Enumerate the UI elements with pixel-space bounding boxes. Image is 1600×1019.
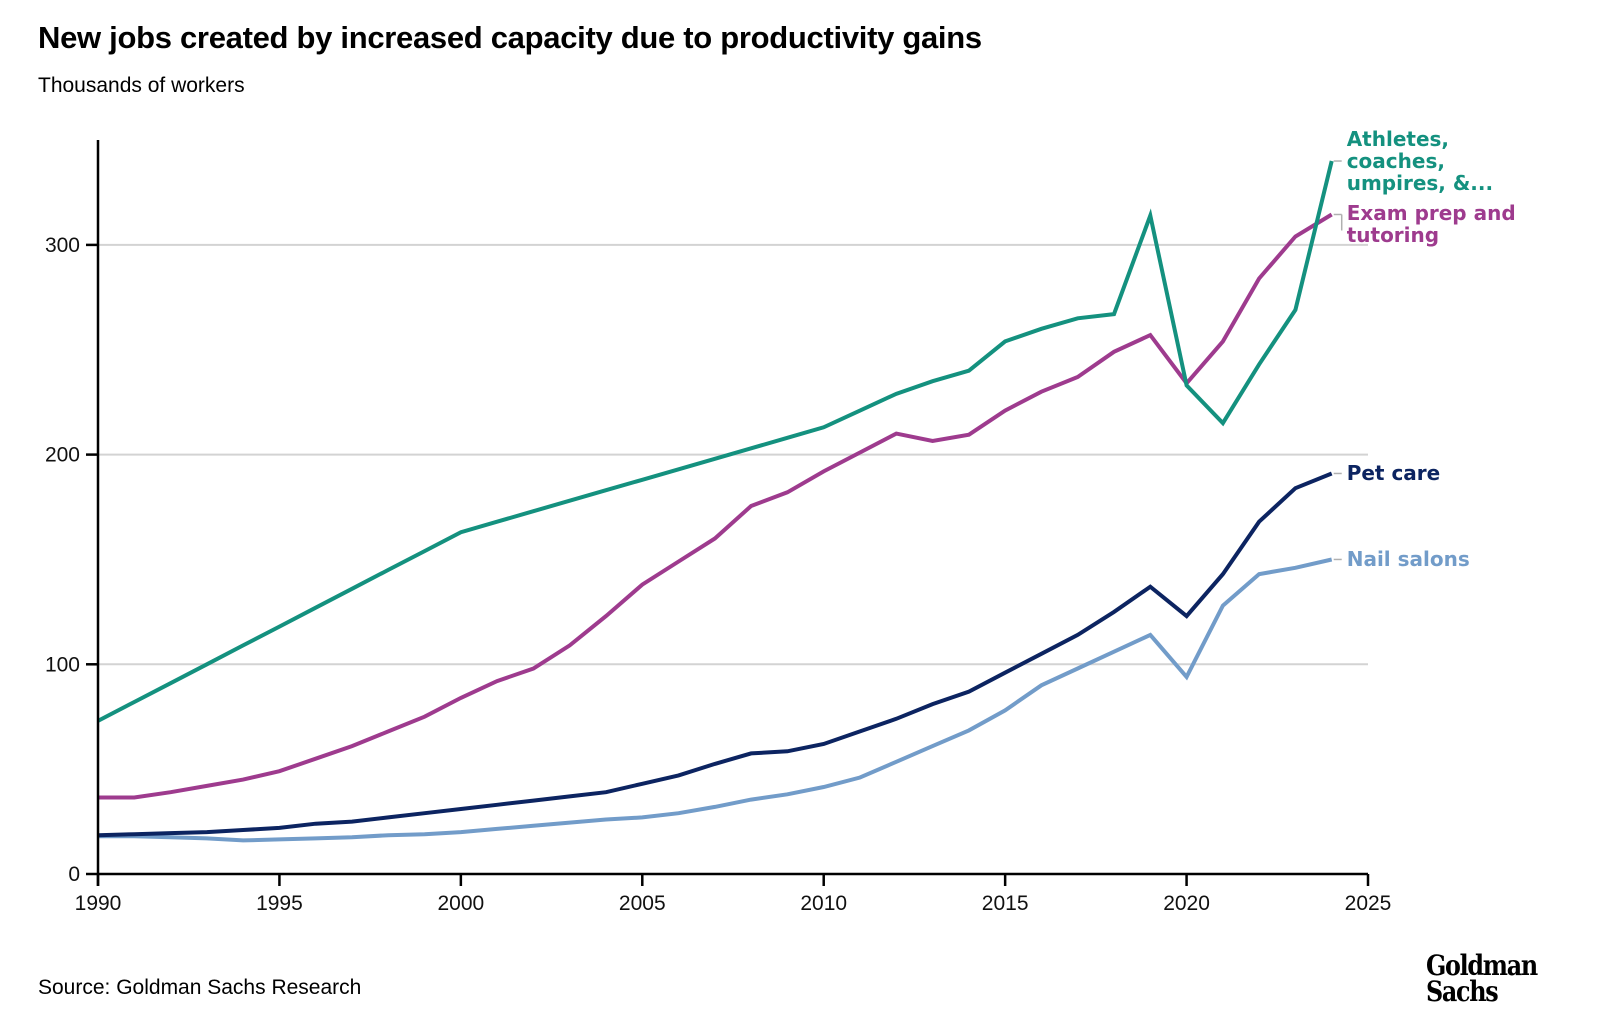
series-label-line: Exam prep and	[1347, 201, 1516, 225]
y-tick-label: 300	[45, 234, 80, 257]
chart-title: New jobs created by increased capacity d…	[38, 20, 982, 55]
series-label: Athletes, coaches, umpires, &...	[1347, 127, 1493, 195]
series-label-line: Nail salons	[1347, 547, 1470, 571]
x-tick-label: 2020	[1163, 892, 1210, 915]
series-line-exam-prep-and-tutoring	[98, 212, 1333, 800]
source-note: Source: Goldman Sachs Research	[38, 976, 362, 999]
x-tick-label: 2010	[800, 892, 847, 915]
series-label: Exam prep and tutoring	[1347, 201, 1516, 247]
series-label-line: coaches,	[1347, 149, 1445, 173]
x-tick-label: 1995	[256, 892, 303, 915]
series-labels: Athletes, coaches, umpires, &... Exam prep …	[1333, 127, 1516, 571]
series-line-athletes-coaches-umpires	[97, 160, 1334, 723]
logo-line-2: Sachs	[1426, 975, 1499, 1008]
axes: 0 100 200 300 1990 1995 2000 2005 2010 2015 2020 20…	[45, 140, 1391, 915]
series-label-line: Athletes,	[1347, 127, 1449, 151]
x-tick-label: 2005	[619, 892, 666, 915]
y-tick-label: 0	[68, 863, 80, 886]
x-tick-label: 2000	[437, 892, 484, 915]
series-label-line: tutoring	[1347, 223, 1439, 247]
x-tick-label: 1990	[75, 892, 122, 915]
chart-subtitle: Thousands of workers	[38, 74, 245, 97]
logo-line-1: Goldman	[1426, 949, 1538, 982]
series-label: Nail salons	[1347, 547, 1470, 571]
series-label-line: Pet care	[1347, 461, 1441, 485]
series-label: Pet care	[1347, 461, 1441, 485]
series-label-line: umpires, &...	[1347, 171, 1493, 195]
series-line-pet-care	[97, 471, 1333, 838]
x-tick-label: 2025	[1345, 892, 1392, 915]
y-tick-label: 100	[45, 653, 80, 676]
series-line-nail-salons	[98, 557, 1333, 843]
y-tick-label: 200	[45, 444, 80, 467]
goldman-sachs-logo: Goldman Sachs	[1426, 949, 1538, 1008]
series-lines	[97, 160, 1334, 843]
x-tick-label: 2015	[982, 892, 1029, 915]
